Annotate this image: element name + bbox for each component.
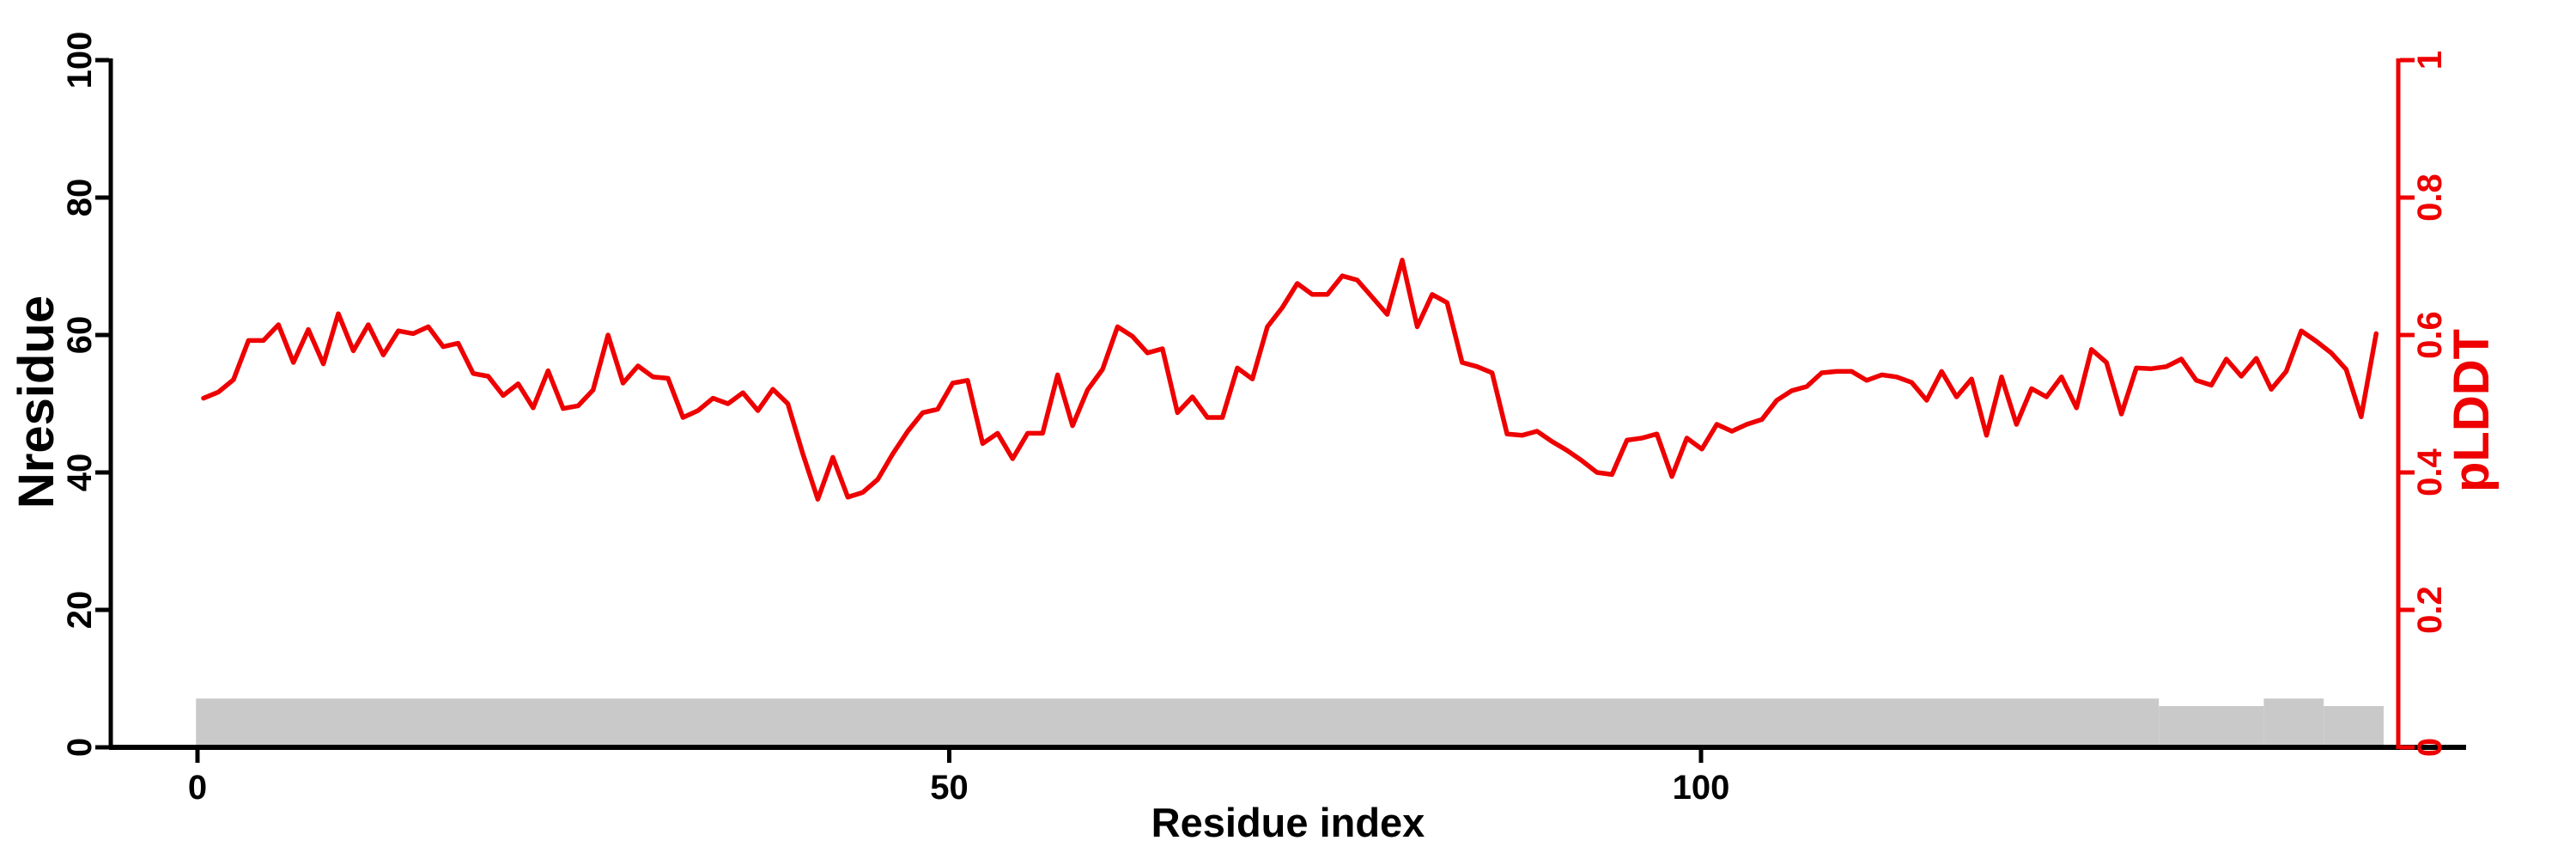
nresidue-bar-segment — [196, 698, 2160, 747]
right-tick-label: 1 — [2411, 51, 2449, 70]
bottom-axis: 0 50 100 Residue index — [109, 745, 2466, 845]
right-axis-title: pLDDT — [2444, 329, 2500, 492]
right-tick-label: 0.2 — [2411, 586, 2449, 634]
left-tick-label: 0 — [61, 738, 99, 757]
nresidue-bar-segment — [2159, 706, 2264, 747]
left-tick-label: 100 — [61, 32, 99, 89]
bottom-axis-ticks: 0 50 100 — [188, 749, 1730, 807]
right-axis-ticks: 0 0.2 0.4 0.6 0.8 1 — [2400, 51, 2449, 757]
left-axis: 0 20 40 60 80 100 Nresidue — [9, 32, 113, 757]
left-tick-label: 40 — [61, 454, 99, 492]
bottom-tick-label: 100 — [1673, 769, 1730, 807]
right-tick-label: 0.4 — [2411, 448, 2449, 496]
bottom-tick-label: 50 — [930, 769, 969, 807]
right-tick-label: 0 — [2411, 738, 2449, 757]
left-tick-label: 80 — [61, 179, 99, 217]
nresidue-bar-segment — [2263, 698, 2324, 747]
right-tick-label: 0.6 — [2411, 311, 2449, 359]
nresidue-bar-segment — [2324, 706, 2384, 747]
left-tick-label: 60 — [61, 316, 99, 355]
left-axis-ticks: 0 20 40 60 80 100 — [61, 32, 109, 757]
right-axis: 0 0.2 0.4 0.6 0.8 1 pLDDT — [2396, 51, 2500, 757]
left-tick-label: 20 — [61, 591, 99, 630]
right-tick-label: 0.8 — [2411, 174, 2449, 222]
plddt-line — [201, 258, 2379, 502]
bottom-tick-label: 0 — [188, 769, 207, 807]
nresidue-bars — [196, 698, 2384, 747]
left-axis-title: Nresidue — [9, 295, 64, 509]
x-axis-title: Residue index — [1151, 800, 1425, 845]
